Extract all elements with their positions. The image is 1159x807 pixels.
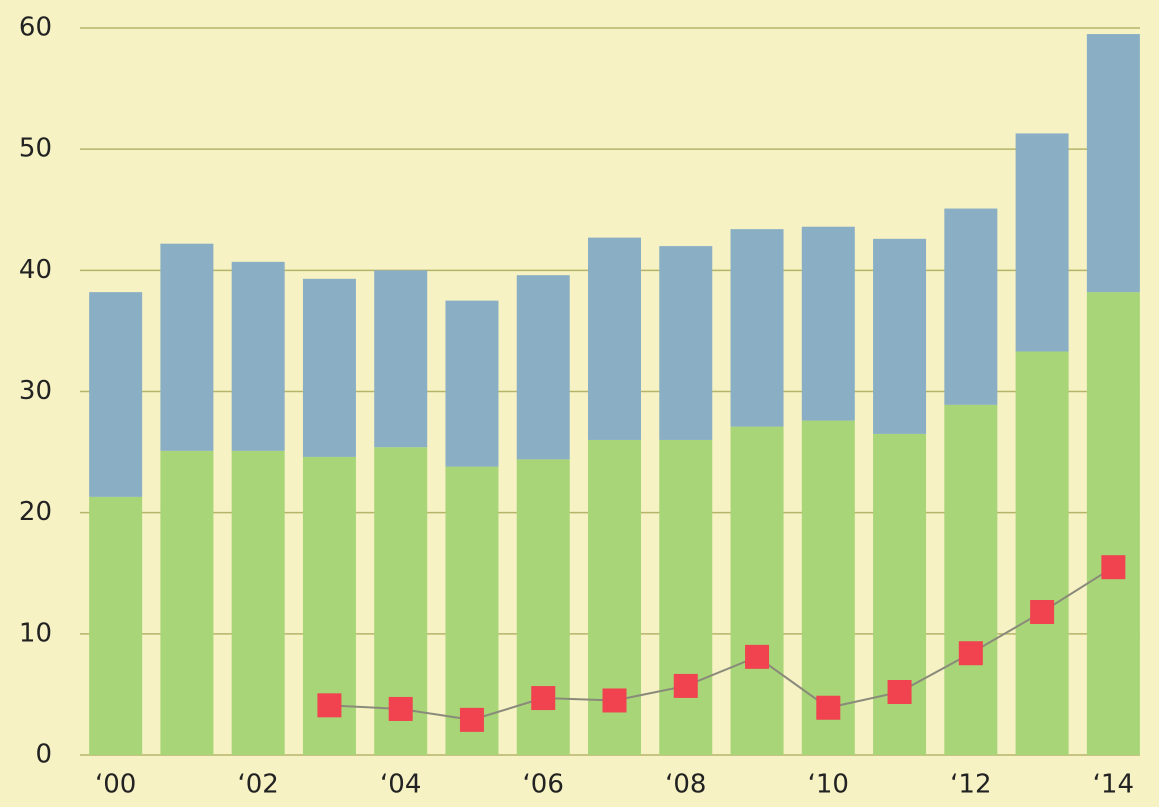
bar-segment: [374, 270, 428, 448]
bar-segment: [659, 439, 713, 755]
x-tick-label: ‘06: [523, 770, 564, 800]
bar-segment: [873, 238, 927, 434]
bar-segment: [730, 426, 784, 755]
bar-segment: [1015, 133, 1069, 352]
x-tick-label: ‘08: [665, 770, 706, 800]
line-marker: [1030, 600, 1055, 625]
x-tick-label: ‘02: [237, 770, 278, 800]
line-marker: [673, 673, 698, 698]
line-marker: [958, 641, 983, 666]
line-marker: [459, 707, 484, 732]
bar-segment: [231, 450, 285, 755]
bar-segment: [944, 404, 998, 755]
bar-segment: [516, 275, 570, 460]
bar-segment: [659, 246, 713, 440]
x-tick-label: ‘12: [950, 770, 991, 800]
bar-segment: [1015, 351, 1069, 755]
line-marker: [745, 644, 770, 669]
bar-segment: [944, 208, 998, 405]
y-tick-label: 20: [19, 497, 52, 527]
bar-segment: [302, 278, 356, 457]
x-tick-label: ‘14: [1093, 770, 1134, 800]
line-marker: [317, 693, 342, 718]
bar-segment: [231, 261, 285, 451]
bar-segment: [873, 433, 927, 755]
line-marker: [602, 688, 627, 713]
y-tick-label: 40: [19, 255, 52, 285]
bar-segment: [445, 300, 499, 467]
line-marker: [816, 695, 841, 720]
x-tick-label: ‘04: [380, 770, 421, 800]
y-tick-label: 0: [35, 740, 52, 770]
bar-segment: [516, 459, 570, 755]
bar-segment: [445, 466, 499, 755]
bar-segment: [730, 229, 784, 427]
line-marker: [531, 686, 556, 711]
bar-segment: [801, 226, 855, 421]
y-tick-label: 10: [19, 618, 52, 648]
bar-segment: [160, 450, 214, 755]
y-tick-label: 50: [19, 134, 52, 164]
y-tick-label: 60: [19, 13, 52, 43]
line-marker: [1101, 555, 1126, 580]
bar-segment: [160, 243, 214, 451]
x-tick-label: ‘00: [95, 770, 136, 800]
bar-segment: [89, 496, 143, 755]
bar-segment: [89, 292, 143, 497]
bar-segment: [588, 237, 641, 440]
line-marker: [388, 696, 413, 721]
x-tick-label: ‘10: [808, 770, 849, 800]
line-marker: [887, 679, 912, 704]
bar-segment: [1086, 34, 1140, 293]
y-tick-label: 30: [19, 376, 52, 406]
bar-segment: [1086, 292, 1140, 755]
